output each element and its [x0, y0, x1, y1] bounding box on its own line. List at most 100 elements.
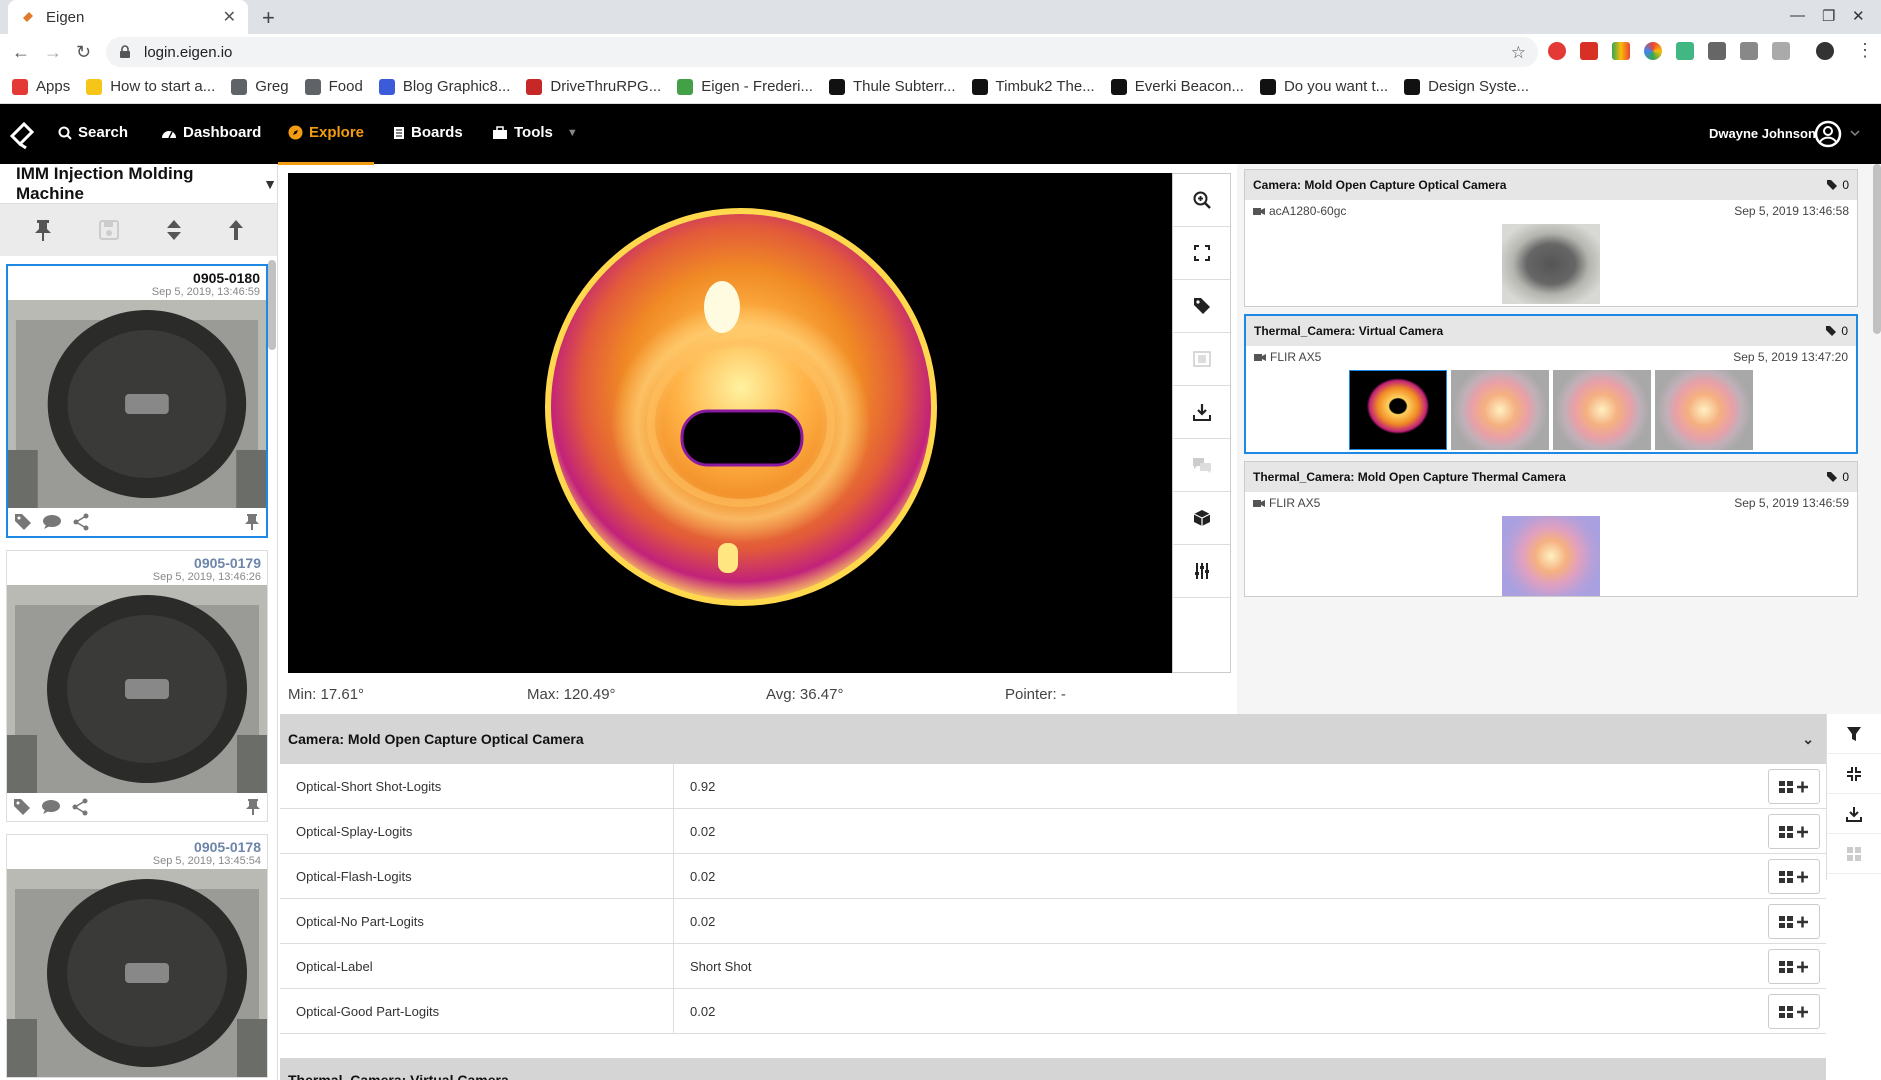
gmail-extension-icon[interactable]: [1580, 42, 1598, 60]
add-to-board-button[interactable]: [1768, 859, 1820, 894]
table-section-header[interactable]: Camera: Mold Open Capture Optical Camera…: [280, 714, 1826, 764]
tab-close-icon[interactable]: ✕: [222, 9, 236, 26]
add-to-board-button[interactable]: [1768, 994, 1820, 1029]
tag-icon[interactable]: [14, 513, 32, 531]
profile-avatar-icon[interactable]: [1816, 42, 1834, 60]
eraser-extension-icon[interactable]: [1772, 42, 1790, 60]
bookmark-item[interactable]: Apps: [12, 78, 70, 95]
browser-tab[interactable]: Eigen ✕: [8, 0, 248, 34]
bookmark-item[interactable]: Greg: [231, 78, 289, 95]
toolbox-icon: [492, 125, 508, 140]
asset-selector[interactable]: IMM Injection Molding Machine ▼: [0, 164, 277, 204]
table-toolbar: [1826, 714, 1881, 880]
add-to-board-button[interactable]: [1768, 949, 1820, 984]
fullscreen-button[interactable]: [1173, 227, 1230, 280]
collapse-button[interactable]: [1827, 754, 1881, 794]
bookmark-label: Apps: [36, 78, 71, 95]
opera-extension-icon[interactable]: [1548, 42, 1566, 60]
bookmark-item[interactable]: Everki Beacon...: [1110, 78, 1244, 95]
event-card[interactable]: 0905-0179 Sep 5, 2019, 13:46:26: [6, 550, 268, 822]
cast-extension-icon[interactable]: [1708, 42, 1726, 60]
nav-tools[interactable]: Tools ▼: [492, 124, 578, 141]
3d-view-button[interactable]: [1173, 492, 1230, 545]
pin-icon[interactable]: [32, 218, 54, 242]
add-to-board-button[interactable]: [1768, 904, 1820, 939]
event-card[interactable]: 0905-0180 Sep 5, 2019, 13:46:59: [6, 264, 268, 538]
color-picker-extension-icon[interactable]: [1644, 42, 1662, 60]
thermal-image-viewer[interactable]: [288, 173, 1172, 673]
event-date: Sep 5, 2019, 13:46:26: [152, 571, 261, 583]
bookmark-item[interactable]: DriveThruRPG...: [526, 78, 661, 95]
bookmark-item[interactable]: Eigen - Frederi...: [677, 78, 813, 95]
virtual-thumbnail[interactable]: [1655, 370, 1753, 450]
reload-icon[interactable]: ↻: [76, 42, 92, 62]
share-icon[interactable]: [71, 798, 89, 816]
camera-panel-scrollbar[interactable]: [1873, 164, 1881, 334]
compare-button[interactable]: [1173, 439, 1230, 492]
zoom-in-button[interactable]: [1173, 174, 1230, 227]
restore-icon[interactable]: ❐: [1822, 8, 1836, 25]
comment-icon[interactable]: [42, 514, 62, 530]
film-button[interactable]: [1173, 333, 1230, 386]
tag-button[interactable]: [1173, 280, 1230, 333]
comment-icon[interactable]: [41, 799, 61, 815]
row-key: Optical-Short Shot-Logits: [280, 764, 674, 808]
optical-thumbnail[interactable]: [1502, 224, 1600, 304]
event-thumbnail[interactable]: [7, 869, 267, 1077]
save-icon[interactable]: [98, 219, 120, 241]
minimize-icon[interactable]: —: [1790, 7, 1805, 24]
eigen-logo-icon[interactable]: [8, 120, 36, 150]
event-card[interactable]: 0905-0178 Sep 5, 2019, 13:45:54: [6, 834, 268, 1078]
camera-card[interactable]: Camera: Mold Open Capture Optical Camera…: [1244, 169, 1858, 307]
arrow-up-icon[interactable]: [227, 218, 245, 242]
pin-icon[interactable]: [244, 513, 260, 531]
nav-dashboard[interactable]: Dashboard: [161, 124, 261, 141]
json-extension-icon[interactable]: [1740, 42, 1758, 60]
bookmark-star-icon[interactable]: ☆: [1510, 43, 1526, 62]
drive-extension-icon[interactable]: [1612, 42, 1630, 60]
event-thumbnail[interactable]: [7, 585, 267, 793]
tag-icon: [1827, 472, 1838, 482]
thermal-thumbnail[interactable]: [1502, 516, 1600, 596]
user-name[interactable]: Dwayne Johnson: [1709, 126, 1816, 141]
table-section-header[interactable]: Thermal_Camera: Virtual Camera: [280, 1058, 1826, 1080]
filter-button[interactable]: [1827, 714, 1881, 754]
nav-search[interactable]: Search: [58, 124, 128, 141]
grid-view-button[interactable]: [1827, 834, 1881, 874]
nav-explore[interactable]: Explore: [288, 124, 364, 141]
bookmark-item[interactable]: Blog Graphic8...: [378, 78, 510, 95]
new-tab-icon[interactable]: +: [262, 5, 275, 30]
bookmark-item[interactable]: Design Syste...: [1404, 78, 1529, 95]
pin-icon[interactable]: [245, 798, 261, 816]
virtual-thumbnail[interactable]: [1451, 370, 1549, 450]
bookmark-item[interactable]: How to start a...: [86, 78, 215, 95]
window-close-icon[interactable]: ✕: [1852, 8, 1865, 25]
add-to-board-button[interactable]: [1768, 814, 1820, 849]
bookmark-item[interactable]: Thule Subterr...: [828, 78, 956, 95]
adjust-button[interactable]: [1173, 545, 1230, 598]
list-scrollbar[interactable]: [268, 260, 276, 350]
bookmark-item[interactable]: Food: [304, 78, 363, 95]
forward-icon[interactable]: →: [44, 42, 62, 62]
download-button[interactable]: [1173, 386, 1230, 439]
back-icon[interactable]: ←: [12, 42, 30, 62]
camera-card[interactable]: Thermal_Camera: Virtual Camera 0 FLIR AX…: [1244, 314, 1858, 454]
sort-icon[interactable]: [165, 218, 183, 242]
export-button[interactable]: [1827, 794, 1881, 834]
bookmark-item[interactable]: Do you want t...: [1259, 78, 1388, 95]
bookmark-item[interactable]: Timbuk2 The...: [971, 78, 1095, 95]
browser-menu-icon[interactable]: ⋮: [1856, 40, 1874, 60]
event-thumbnail[interactable]: [8, 300, 266, 508]
user-account-icon[interactable]: [1813, 119, 1863, 149]
nav-boards[interactable]: Boards: [393, 124, 463, 141]
vue-extension-icon[interactable]: [1676, 42, 1694, 60]
camera-card[interactable]: Thermal_Camera: Mold Open Capture Therma…: [1244, 461, 1858, 597]
virtual-thumbnail[interactable]: [1349, 370, 1447, 450]
thermal-image: [545, 208, 937, 606]
address-bar[interactable]: login.eigen.io ☆: [106, 37, 1538, 67]
nav-boards-label: Boards: [411, 124, 463, 141]
tag-icon[interactable]: [13, 798, 31, 816]
virtual-thumbnail[interactable]: [1553, 370, 1651, 450]
share-icon[interactable]: [72, 513, 90, 531]
add-to-board-button[interactable]: [1768, 769, 1820, 804]
